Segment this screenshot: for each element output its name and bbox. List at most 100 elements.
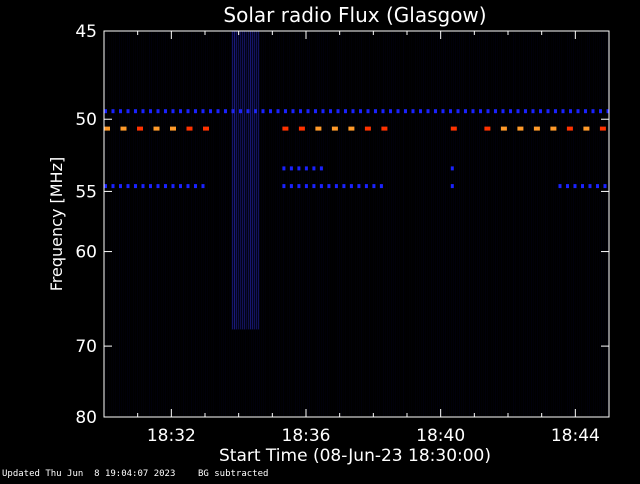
noise-column (381, 32, 382, 416)
emission-mark (315, 126, 322, 131)
noise-column (309, 32, 310, 416)
noise-column (201, 32, 202, 416)
emission-mark (164, 109, 167, 114)
noise-column (397, 32, 398, 416)
chart-title: Solar radio Flux (Glasgow) (223, 3, 486, 27)
emission-mark (327, 184, 331, 189)
emission-mark (606, 109, 610, 114)
emission-mark (348, 126, 355, 131)
noise-column (133, 32, 134, 416)
noise-column (567, 32, 568, 416)
emission-mark (374, 109, 377, 114)
noise-column (161, 32, 162, 416)
noise-column (443, 32, 444, 416)
noise-column (501, 32, 502, 416)
broadband-burst-column (233, 31, 236, 330)
noise-column (347, 32, 348, 416)
noise-column (335, 32, 336, 416)
emission-mark (359, 109, 362, 114)
noise-column (559, 32, 560, 416)
emission-mark (576, 109, 580, 114)
noise-column (119, 32, 120, 416)
emission-mark (516, 109, 520, 114)
noise-column (517, 32, 518, 416)
emission-mark (561, 109, 565, 114)
noise-column (483, 32, 484, 416)
noise-column (407, 32, 408, 416)
noise-column (323, 32, 324, 416)
noise-column (123, 32, 124, 416)
noise-column (299, 32, 300, 416)
noise-column (499, 32, 500, 416)
noise-column (495, 32, 496, 416)
noise-column (521, 32, 522, 416)
noise-column (189, 32, 190, 416)
noise-column (395, 32, 396, 416)
noise-column (591, 32, 592, 416)
noise-column (143, 32, 144, 416)
noise-column (607, 32, 608, 416)
emission-mark (284, 109, 287, 114)
noise-column (371, 32, 372, 416)
noise-column (593, 32, 594, 416)
noise-column (285, 32, 286, 416)
noise-column (253, 32, 254, 416)
noise-column (551, 32, 552, 416)
noise-column (433, 32, 434, 416)
noise-column (223, 32, 224, 416)
emission-mark (456, 109, 460, 114)
noise-column (491, 32, 492, 416)
y-tick-label: 55 (75, 182, 97, 202)
emission-mark (141, 109, 145, 114)
noise-column (411, 32, 412, 416)
emission-mark (569, 109, 572, 114)
emission-mark (186, 184, 190, 189)
noise-column (533, 32, 534, 416)
emission-mark (500, 126, 507, 131)
noise-column (229, 32, 230, 416)
noise-column (241, 32, 242, 416)
noise-column (265, 32, 266, 416)
emission-mark (411, 109, 415, 114)
noise-column (425, 32, 426, 416)
x-axis-label: Start Time (08-Jun-23 18:30:00) (219, 446, 491, 466)
noise-column (217, 32, 218, 416)
noise-column (485, 32, 486, 416)
noise-column (479, 32, 480, 416)
noise-column (471, 32, 472, 416)
x-tick-label: 18:44 (551, 426, 600, 446)
noise-column (263, 32, 264, 416)
noise-column (513, 32, 514, 416)
noise-column (129, 32, 130, 416)
emission-mark (289, 166, 293, 171)
noise-column (105, 32, 106, 416)
noise-column (281, 32, 282, 416)
emission-mark (349, 184, 353, 189)
noise-column (447, 32, 448, 416)
emission-mark (329, 109, 332, 114)
noise-column (121, 32, 122, 416)
noise-column (365, 32, 366, 416)
emission-mark (164, 184, 167, 189)
noise-column (211, 32, 212, 416)
noise-column (315, 32, 316, 416)
emission-mark (156, 184, 160, 189)
emission-mark (364, 126, 371, 131)
noise-column (529, 32, 530, 416)
noise-column (113, 32, 114, 416)
noise-column (247, 32, 248, 416)
noise-column (165, 32, 166, 416)
noise-column (287, 32, 288, 416)
noise-column (307, 32, 308, 416)
noise-column (293, 32, 294, 416)
noise-column (541, 32, 542, 416)
noise-column (405, 32, 406, 416)
noise-column (151, 32, 152, 416)
broadband-burst-column (239, 31, 242, 330)
noise-column (601, 32, 602, 416)
noise-column (497, 32, 498, 416)
noise-column (429, 32, 430, 416)
emission-mark (464, 109, 467, 114)
emission-mark (517, 126, 524, 131)
